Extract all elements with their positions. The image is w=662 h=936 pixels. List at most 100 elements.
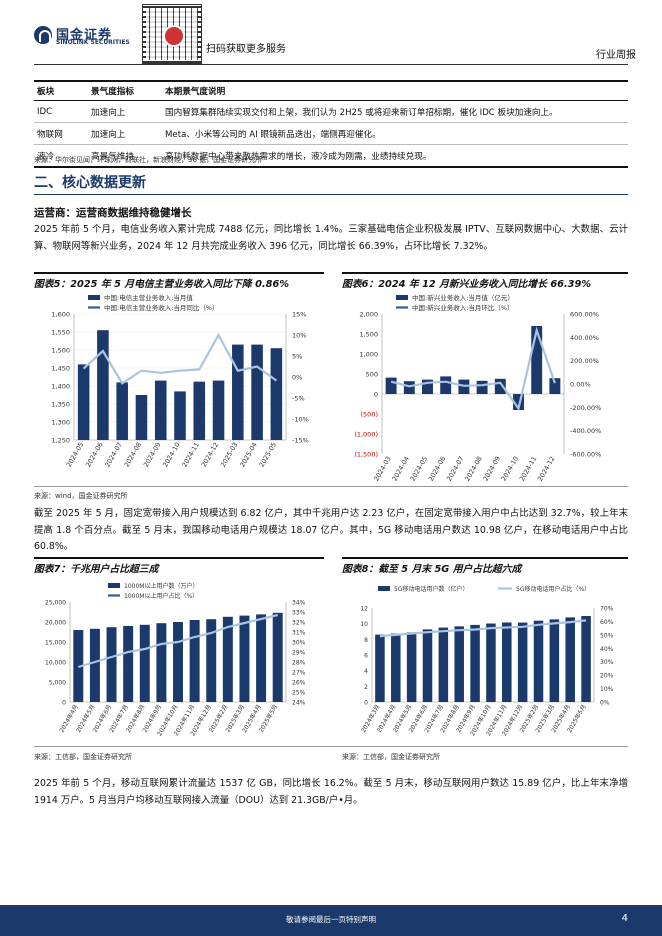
- figure-8-chart: 0246810120%10%20%30%40%50%60%70%2024年3月2…: [359, 585, 614, 737]
- x-tick-label: 2024-11: [180, 441, 201, 469]
- y-tick-label-left: (1,500): [354, 451, 378, 459]
- legend-label: 中国:新兴业务收入:当月环比（%）: [412, 303, 514, 312]
- bar: [154, 380, 167, 440]
- y-tick-label-right: 31%: [292, 630, 306, 637]
- table-cell: 高景气维持: [88, 144, 162, 168]
- table-header: 本期景气度说明: [162, 80, 628, 101]
- figure-top-rule: [34, 272, 324, 274]
- y-tick-label-left: 1,450: [51, 365, 70, 373]
- y-tick-label-right: 26%: [292, 680, 306, 687]
- y-tick-label-right: 28%: [292, 660, 306, 667]
- bar: [385, 377, 397, 394]
- x-tick-label: 2024-10: [161, 441, 182, 469]
- y-tick-label-right: 27%: [292, 670, 306, 677]
- bar: [270, 348, 283, 440]
- figure-5-title: 图表5：2025 年 5 月电信主营业务收入同比下降 0.86%: [34, 279, 290, 290]
- legend-swatch-bar: [88, 295, 100, 300]
- bar: [212, 380, 225, 440]
- y-tick-label-left: 0: [364, 700, 368, 707]
- legend-label: 5G移动电话用户数（亿户）: [394, 585, 468, 593]
- x-tick-label: 2025-04: [238, 441, 259, 469]
- y-tick-label-right: 50%: [600, 632, 614, 639]
- paragraph-broadband: 截至 2025 年 5 月，固定宽带接入用户规模达到 6.82 亿户，其中千兆用…: [34, 508, 628, 552]
- y-tick-label-left: 5,000: [49, 680, 66, 687]
- page-number: 4: [621, 913, 628, 924]
- table-cell: 物联网: [34, 122, 88, 145]
- y-tick-label-right: -10%: [292, 416, 309, 424]
- bar: [222, 616, 233, 702]
- figure-8-source: 来源：工信部，国金证券研究所: [342, 753, 440, 761]
- figure-5-chart: 1,250 1,300 1,350 1,400 1,450 1,500 1,550 1,600…: [51, 293, 309, 469]
- series-line: [379, 619, 587, 638]
- y-tick-label-left: 8: [364, 637, 368, 644]
- table-cell: 液冷: [34, 144, 88, 168]
- bar: [251, 344, 263, 440]
- y-tick-label-right: 0%: [292, 374, 302, 382]
- y-tick-label-right: 15%: [292, 311, 306, 319]
- qr-code-icon[interactable]: [142, 4, 202, 64]
- bar: [406, 632, 417, 702]
- section-title: 二、核心数据更新: [34, 175, 146, 191]
- table-header: 板块: [34, 80, 88, 101]
- y-tick-label-left: 15,000: [45, 640, 66, 647]
- footer-disclaimer: 敬请参阅最后一页特别声明: [286, 915, 376, 924]
- bar: [422, 379, 433, 394]
- bar: [193, 381, 206, 440]
- figure-top-rule: [34, 557, 324, 559]
- legend-swatch-bar: [378, 586, 390, 591]
- y-tick-label-right: 60%: [600, 619, 614, 626]
- bar: [174, 391, 186, 440]
- bar: [139, 624, 150, 702]
- sinolink-logo-icon: [34, 26, 52, 44]
- figure-divider: [34, 746, 628, 747]
- table-cell: 加速向上: [88, 122, 162, 145]
- x-tick-label: 2025-03: [219, 441, 240, 469]
- section-divider: [34, 194, 628, 195]
- figure-7-source: 来源：工信部，国金证券研究所: [34, 753, 132, 761]
- logo-text-en: SINOLINK SECURITIES: [56, 39, 130, 46]
- y-tick-label-left: (500): [361, 411, 378, 419]
- table-cell: Meta、小米等公司的 AI 眼镜新品迭出，端侧再迎催化。: [162, 122, 628, 145]
- figure-top-rule: [342, 557, 628, 559]
- bar: [116, 382, 128, 440]
- y-tick-label-right: 29%: [292, 650, 306, 657]
- bar: [97, 330, 109, 440]
- y-tick-label-left: 1,350: [51, 401, 70, 409]
- y-tick-label-left: 0: [62, 700, 66, 707]
- header-divider: [34, 64, 628, 65]
- x-tick-label: 2024-06: [84, 441, 105, 469]
- series-line: [390, 326, 556, 412]
- y-tick-label-right: -400.00%: [570, 427, 601, 435]
- bar: [189, 620, 200, 702]
- sector-sentiment-table: 板块 景气度指标 本期景气度说明 IDC 加速向上 国内智算集群陆续实现交付和上…: [34, 80, 628, 168]
- figure-7-chart: 0 5,000 10,000 15,000 20,000 25,000 24% 25% 26% 2…: [45, 582, 306, 737]
- y-tick-label-left: 1,550: [51, 329, 70, 337]
- y-tick-label-left: 1,250: [51, 437, 70, 445]
- bar: [565, 617, 575, 702]
- bar: [135, 395, 148, 440]
- bar: [239, 615, 250, 702]
- paragraph-revenue: 2025 年前 5 个月，电信业务收入累计完成 7488 亿元，同比增长 1.4…: [34, 224, 628, 252]
- y-tick-label-right: 33%: [292, 610, 306, 617]
- y-tick-label-left: 4: [364, 668, 368, 675]
- bar: [502, 622, 512, 702]
- y-tick-label-left: 1,400: [51, 383, 70, 391]
- legend-label: 中国:电信主营业务收入:当月值: [104, 293, 193, 302]
- x-tick-label: 2024-07: [103, 441, 124, 469]
- y-tick-label-left: 10,000: [45, 660, 66, 667]
- bar: [77, 364, 90, 440]
- qr-label: 扫码获取更多服务: [206, 44, 286, 55]
- y-tick-label-right: 30%: [292, 640, 306, 647]
- figure-6-chart: (1,500) (1,000) (500) 0 500 1,000 1,500 2,000 -6…: [354, 293, 601, 483]
- y-tick-label-left: 1,300: [51, 419, 70, 427]
- x-tick-label: 2024-12: [200, 441, 221, 469]
- series-line: [77, 613, 278, 669]
- bar: [517, 622, 528, 702]
- bar: [470, 624, 480, 702]
- legend-label: 中国:电信主营业务收入:当月同比（%）: [104, 303, 219, 312]
- y-tick-label-right: 34%: [292, 600, 306, 607]
- table-cell: IDC: [34, 100, 88, 123]
- y-tick-label-right: 200.00%: [570, 357, 599, 365]
- y-tick-label-left: 20,000: [45, 620, 66, 627]
- legend-label: 1000M以上用户数（万户）: [124, 582, 198, 590]
